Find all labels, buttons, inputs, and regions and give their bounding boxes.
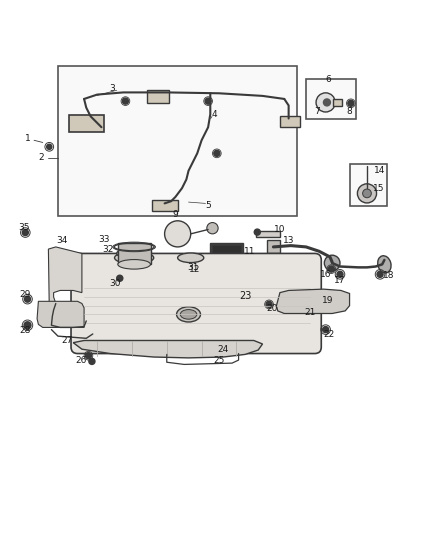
Polygon shape xyxy=(73,341,262,358)
Text: 24: 24 xyxy=(218,345,229,354)
Ellipse shape xyxy=(117,248,152,259)
Text: 9: 9 xyxy=(173,210,178,219)
Circle shape xyxy=(89,358,95,365)
Circle shape xyxy=(323,99,330,106)
Text: 29: 29 xyxy=(20,290,31,299)
Ellipse shape xyxy=(180,310,197,319)
Text: 16: 16 xyxy=(320,270,332,279)
Ellipse shape xyxy=(115,252,154,264)
Bar xyxy=(210,243,243,260)
Text: 8: 8 xyxy=(347,108,353,117)
FancyBboxPatch shape xyxy=(71,254,321,353)
Text: 15: 15 xyxy=(373,184,385,192)
Text: 2: 2 xyxy=(39,153,44,162)
Ellipse shape xyxy=(378,256,391,273)
Circle shape xyxy=(117,275,123,281)
Circle shape xyxy=(348,100,354,107)
Bar xyxy=(118,243,151,264)
Text: 1: 1 xyxy=(25,134,30,143)
Text: 28: 28 xyxy=(20,326,31,335)
Text: 20: 20 xyxy=(266,304,278,313)
Text: 35: 35 xyxy=(18,223,30,232)
Circle shape xyxy=(322,292,328,298)
Text: 11: 11 xyxy=(244,247,255,256)
Text: 19: 19 xyxy=(322,296,334,305)
Circle shape xyxy=(85,353,92,359)
Text: 13: 13 xyxy=(283,236,294,245)
Circle shape xyxy=(337,271,343,277)
Bar xyxy=(212,245,241,258)
Text: 27: 27 xyxy=(62,336,73,345)
Text: 10: 10 xyxy=(274,225,286,234)
Bar xyxy=(69,115,104,132)
Text: 4: 4 xyxy=(212,110,217,119)
Ellipse shape xyxy=(178,253,204,263)
Polygon shape xyxy=(48,247,82,308)
Circle shape xyxy=(165,221,191,247)
Circle shape xyxy=(324,255,340,271)
Circle shape xyxy=(205,98,211,104)
Text: 21: 21 xyxy=(305,308,316,317)
Circle shape xyxy=(122,98,128,104)
Text: 7: 7 xyxy=(314,108,320,117)
Ellipse shape xyxy=(177,307,201,322)
Circle shape xyxy=(316,93,335,112)
Circle shape xyxy=(22,230,28,236)
Text: 12: 12 xyxy=(189,264,201,273)
Bar xyxy=(58,66,297,216)
Circle shape xyxy=(357,184,377,203)
Circle shape xyxy=(328,266,334,272)
Bar xyxy=(267,240,280,254)
Bar xyxy=(350,164,387,206)
Text: 3: 3 xyxy=(110,84,115,93)
Text: 22: 22 xyxy=(323,330,334,340)
Text: 23: 23 xyxy=(239,291,251,301)
Circle shape xyxy=(47,144,52,149)
Text: 34: 34 xyxy=(57,236,68,245)
Bar xyxy=(256,231,280,237)
Text: 18: 18 xyxy=(383,271,395,280)
Bar xyxy=(280,116,300,127)
Ellipse shape xyxy=(121,254,147,262)
Text: 26: 26 xyxy=(75,356,87,365)
Polygon shape xyxy=(276,289,350,313)
Text: 5: 5 xyxy=(205,201,211,210)
Bar xyxy=(152,200,178,211)
Circle shape xyxy=(201,263,208,269)
Text: 31: 31 xyxy=(187,263,199,272)
Bar xyxy=(147,90,169,103)
Text: 32: 32 xyxy=(102,246,114,254)
Text: 30: 30 xyxy=(109,279,120,287)
Circle shape xyxy=(25,296,31,302)
Text: 6: 6 xyxy=(325,75,331,84)
Text: 17: 17 xyxy=(334,276,346,285)
Text: 14: 14 xyxy=(374,166,386,175)
Circle shape xyxy=(207,223,218,234)
Bar xyxy=(333,99,342,107)
Bar xyxy=(306,79,356,118)
Circle shape xyxy=(214,150,220,156)
Text: 33: 33 xyxy=(98,235,110,244)
Circle shape xyxy=(363,189,371,198)
Polygon shape xyxy=(37,301,84,327)
Circle shape xyxy=(254,229,260,235)
Ellipse shape xyxy=(118,260,150,269)
Text: 25: 25 xyxy=(213,356,225,365)
Circle shape xyxy=(266,301,272,308)
Circle shape xyxy=(24,322,31,329)
Circle shape xyxy=(377,271,383,277)
Circle shape xyxy=(322,327,328,333)
